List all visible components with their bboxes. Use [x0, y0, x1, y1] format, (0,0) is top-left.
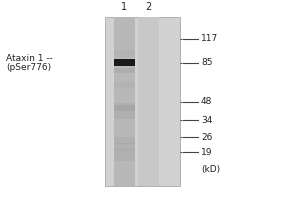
Text: 34: 34 — [201, 116, 212, 125]
Bar — [114, 143, 135, 150]
Text: (pSer776): (pSer776) — [6, 63, 51, 72]
Text: 1: 1 — [122, 2, 128, 12]
Text: 2: 2 — [146, 2, 152, 12]
Bar — [114, 17, 135, 186]
Bar — [114, 149, 135, 161]
Bar — [114, 105, 135, 119]
Bar — [114, 50, 135, 57]
Text: 26: 26 — [201, 133, 212, 142]
Bar — [114, 68, 135, 73]
Text: 85: 85 — [201, 58, 212, 67]
Text: Ataxin 1 --: Ataxin 1 -- — [6, 54, 53, 63]
Text: (kD): (kD) — [201, 165, 220, 174]
Bar — [114, 137, 135, 144]
Bar — [114, 59, 135, 66]
Text: 48: 48 — [201, 97, 212, 106]
Bar — [114, 82, 135, 88]
Bar — [138, 17, 159, 186]
Bar — [114, 103, 135, 111]
Text: 19: 19 — [201, 148, 212, 157]
Bar — [105, 17, 180, 186]
Text: 117: 117 — [201, 34, 218, 43]
